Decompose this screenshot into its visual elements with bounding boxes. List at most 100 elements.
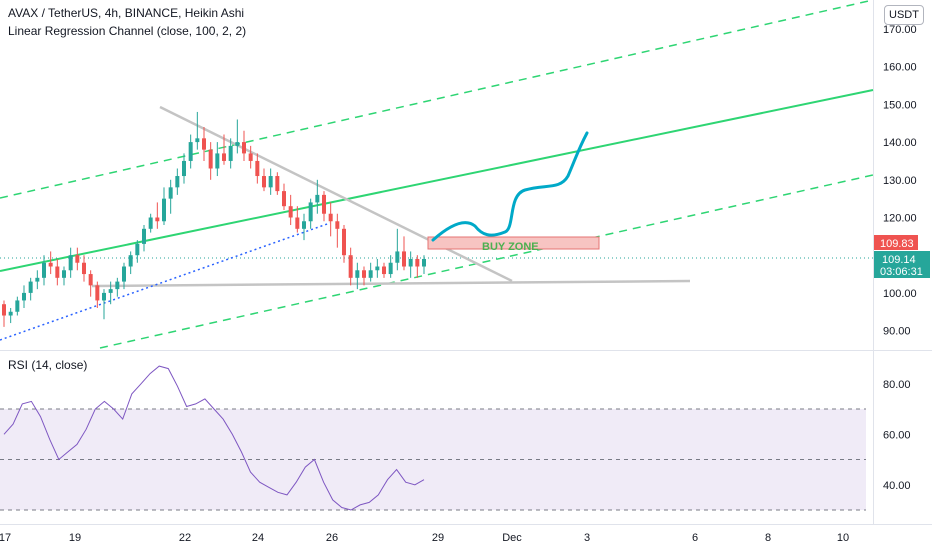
candle-body (2, 304, 6, 316)
time-tick-label: 8 (765, 532, 771, 544)
bar-countdown-label: 03:06:31 (880, 266, 923, 278)
price-tick-label: 120.00 (883, 213, 917, 225)
candle-body (95, 285, 100, 301)
candle-body (142, 228, 146, 244)
projection-path[interactable] (431, 131, 589, 242)
candle-body (288, 206, 293, 218)
candle-body (248, 153, 253, 161)
candle-body (395, 251, 400, 263)
candle-body (328, 213, 333, 222)
time-tick-label: 6 (692, 532, 698, 544)
price-tick-label: 170.00 (883, 24, 917, 36)
candle-body (42, 262, 46, 278)
time-tick-label: 19 (69, 532, 81, 544)
candle-body (35, 277, 40, 282)
candle-body (135, 243, 140, 256)
indicator-title: Linear Regression Channel (close, 100, 2… (8, 24, 247, 38)
candle-body (355, 270, 360, 278)
descending-trendline[interactable] (159, 105, 513, 283)
candle-body (222, 153, 226, 161)
candle-body (308, 202, 313, 222)
candle-body (195, 138, 200, 143)
rsi-title: RSI (14, close) (8, 358, 88, 372)
candle-body (402, 251, 406, 267)
candle-body (68, 255, 73, 271)
candle-body (148, 217, 153, 229)
rsi-line (3, 365, 425, 511)
candle-body (262, 176, 266, 188)
candle-body (302, 221, 306, 229)
high-price-label: 109.83 (880, 238, 914, 250)
time-tick-label: 29 (432, 532, 444, 544)
rsi-tick-label: 60.00 (883, 429, 911, 441)
candle-body (382, 266, 386, 275)
time-tick-label: 22 (179, 532, 191, 544)
candle-body (422, 258, 426, 267)
regression-lower-line[interactable] (99, 174, 874, 349)
candle-body (168, 187, 173, 199)
rising-dotted-trendline[interactable] (0, 222, 331, 341)
candle-body (202, 138, 206, 150)
candle-body (48, 262, 53, 267)
rsi-tick-label: 80.00 (883, 379, 911, 391)
price-tick-label: 160.00 (883, 62, 917, 74)
price-tick-label: 90.00 (883, 326, 911, 338)
candle-body (315, 194, 320, 203)
candle-body (175, 176, 180, 188)
candle-body (375, 266, 380, 271)
time-tick-label: Dec (502, 532, 522, 544)
candle-body (408, 258, 413, 267)
time-tick-label: 10 (837, 532, 849, 544)
candle-body (268, 176, 273, 188)
candle-body (188, 142, 193, 161)
last-price-label: 109.14 (882, 254, 916, 266)
candle-body (182, 160, 186, 177)
candle-body (415, 258, 420, 267)
candle-body (208, 149, 213, 169)
candle-body (115, 281, 120, 290)
candle-body (8, 311, 13, 316)
candle-body (108, 289, 113, 293)
candle-body (322, 194, 326, 214)
candle-body (282, 191, 286, 207)
candle-body (295, 217, 300, 229)
price-tick-label: 130.00 (883, 175, 917, 187)
candle-body (335, 221, 340, 229)
candle-body (368, 270, 373, 278)
time-tick-label: 3 (584, 532, 590, 544)
candle-body (275, 176, 280, 192)
price-tick-label: 100.00 (883, 288, 917, 300)
candle-body (362, 270, 366, 278)
chart-title: AVAX / TetherUS, 4h, BINANCE, Heikin Ash… (8, 6, 245, 20)
candle-body (102, 292, 106, 301)
candle-body (388, 262, 393, 275)
candle-body (155, 217, 160, 222)
support-line[interactable] (91, 279, 691, 288)
time-tick-label: 26 (326, 532, 338, 544)
buy-zone-box[interactable] (427, 236, 600, 250)
time-tick-label: 24 (252, 532, 264, 544)
time-tick-label: 17 (0, 532, 11, 544)
candle-body (55, 266, 60, 278)
candle-body (128, 255, 133, 267)
price-tick-label: 140.00 (883, 137, 917, 149)
candle-body (342, 228, 346, 256)
candle-body (75, 255, 80, 263)
high-price-badge (874, 235, 918, 250)
candle-body (62, 270, 66, 278)
candle-body (348, 255, 353, 278)
candle-body (82, 262, 86, 275)
candle-body (242, 142, 246, 154)
candle-body (28, 281, 33, 293)
rsi-tick-label: 40.00 (883, 480, 911, 492)
candle-body (215, 153, 220, 169)
last-price-badge (874, 251, 930, 278)
price-tick-label: 150.00 (883, 99, 917, 111)
candle-body (22, 292, 26, 301)
candle-body (255, 160, 260, 177)
regression-upper-line[interactable] (0, 0, 874, 199)
candle-body (122, 266, 126, 282)
currency-badge[interactable]: USDT (884, 5, 924, 25)
